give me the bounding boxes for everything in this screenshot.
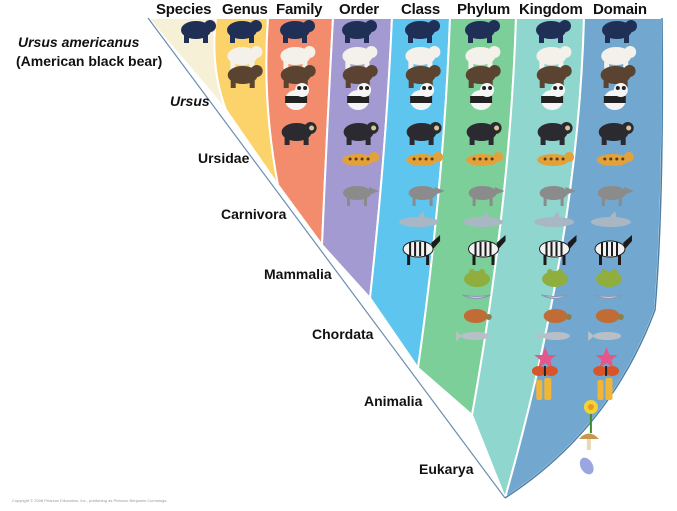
dolphin-icon <box>463 211 504 227</box>
rank-label-species-common: (American black bear) <box>16 53 163 69</box>
leopard-icon <box>466 152 504 166</box>
zebra-icon <box>402 235 441 265</box>
fish-icon <box>456 331 490 341</box>
turtle-icon <box>543 309 572 323</box>
column-header-genus: Genus <box>222 1 268 18</box>
daffodil-icon <box>583 400 598 433</box>
brown-bear-icon <box>600 65 636 88</box>
wolf-icon <box>539 186 576 206</box>
bird-icon <box>462 294 491 299</box>
butterfly-icon <box>531 366 558 376</box>
leopard-icon <box>596 152 634 166</box>
fish-icon <box>588 331 622 341</box>
butterfly-icon <box>593 366 620 376</box>
polar-bear-icon <box>405 46 441 69</box>
protist-icon <box>579 457 594 475</box>
black-bear-icon <box>227 20 262 43</box>
dolphin-icon <box>399 211 439 227</box>
spectacled-bear-icon <box>281 122 317 145</box>
leopard-icon <box>406 152 444 166</box>
wolf-icon <box>468 186 505 206</box>
spectacled-bear-icon <box>406 122 442 145</box>
rank-label-phylum: Chordata <box>312 326 374 342</box>
black-bear-icon <box>181 20 216 43</box>
leopard-icon <box>342 152 380 166</box>
rank-label-class: Mammalia <box>264 266 332 282</box>
column-header-kingdom: Kingdom <box>519 1 583 18</box>
black-bear-icon <box>465 20 500 43</box>
black-bear-icon <box>602 20 637 43</box>
brown-bear-icon <box>227 65 263 88</box>
polar-bear-icon <box>227 46 263 69</box>
leopard-icon <box>537 152 575 166</box>
starfish-icon <box>595 347 618 368</box>
turtle-icon <box>595 309 624 323</box>
rank-label-genus: Ursus <box>170 93 210 109</box>
spectacled-bear-icon <box>598 122 634 145</box>
rank-label-order: Carnivora <box>221 206 287 222</box>
column-header-class: Class <box>401 1 441 18</box>
rank-label-kingdom: Animalia <box>364 393 423 409</box>
zebra-icon <box>539 235 577 265</box>
bird-icon <box>541 294 570 299</box>
fan-diagonal-edge <box>147 17 506 499</box>
bird-icon <box>594 294 623 299</box>
spectacled-bear-icon <box>343 122 379 145</box>
column-header-family: Family <box>276 1 323 18</box>
dolphin-icon <box>590 211 631 227</box>
wolf-icon <box>343 186 379 206</box>
polar-bear-icon <box>601 46 637 69</box>
column-header-domain: Domain <box>593 1 647 18</box>
black-bear-icon <box>405 20 440 43</box>
rank-label-species: Ursus americanus <box>18 34 140 50</box>
black-bear-icon <box>280 20 315 43</box>
rank-label-family: Ursidae <box>198 150 250 166</box>
starfish-icon <box>534 347 557 368</box>
spectacled-bear-icon <box>466 122 502 145</box>
black-bear-icon <box>536 20 571 43</box>
zebra-icon <box>468 235 506 265</box>
giant-panda-icon <box>541 83 566 110</box>
black-bear-icon <box>342 20 377 43</box>
sponge-icon <box>597 378 613 400</box>
zebra-icon <box>594 235 632 265</box>
fish-icon <box>536 331 570 341</box>
mushroom-icon <box>578 433 599 450</box>
frog-icon <box>596 269 622 287</box>
polar-bear-icon <box>342 46 378 69</box>
spectacled-bear-icon <box>537 122 573 145</box>
giant-panda-icon <box>470 83 495 110</box>
dolphin-icon <box>534 211 575 227</box>
wolf-icon <box>597 186 634 206</box>
turtle-icon <box>463 309 492 323</box>
sponge-icon <box>536 378 552 400</box>
column-header-phylum: Phylum <box>457 1 510 18</box>
rank-label-domain: Eukarya <box>419 461 474 477</box>
giant-panda-icon <box>410 83 435 110</box>
giant-panda-icon <box>603 83 628 110</box>
copyright-notice: Copyright © 2008 Pearson Education, Inc.… <box>12 498 168 503</box>
column-header-species: Species <box>156 1 212 18</box>
frog-icon <box>542 269 568 287</box>
giant-panda-icon <box>347 83 372 110</box>
frog-icon <box>464 269 490 287</box>
polar-bear-icon <box>465 46 501 69</box>
polar-bear-icon <box>280 46 316 69</box>
fan-outer-edge <box>504 17 664 499</box>
polar-bear-icon <box>536 46 572 69</box>
column-header-order: Order <box>339 1 379 18</box>
wolf-icon <box>408 186 445 206</box>
giant-panda-icon <box>285 83 310 110</box>
